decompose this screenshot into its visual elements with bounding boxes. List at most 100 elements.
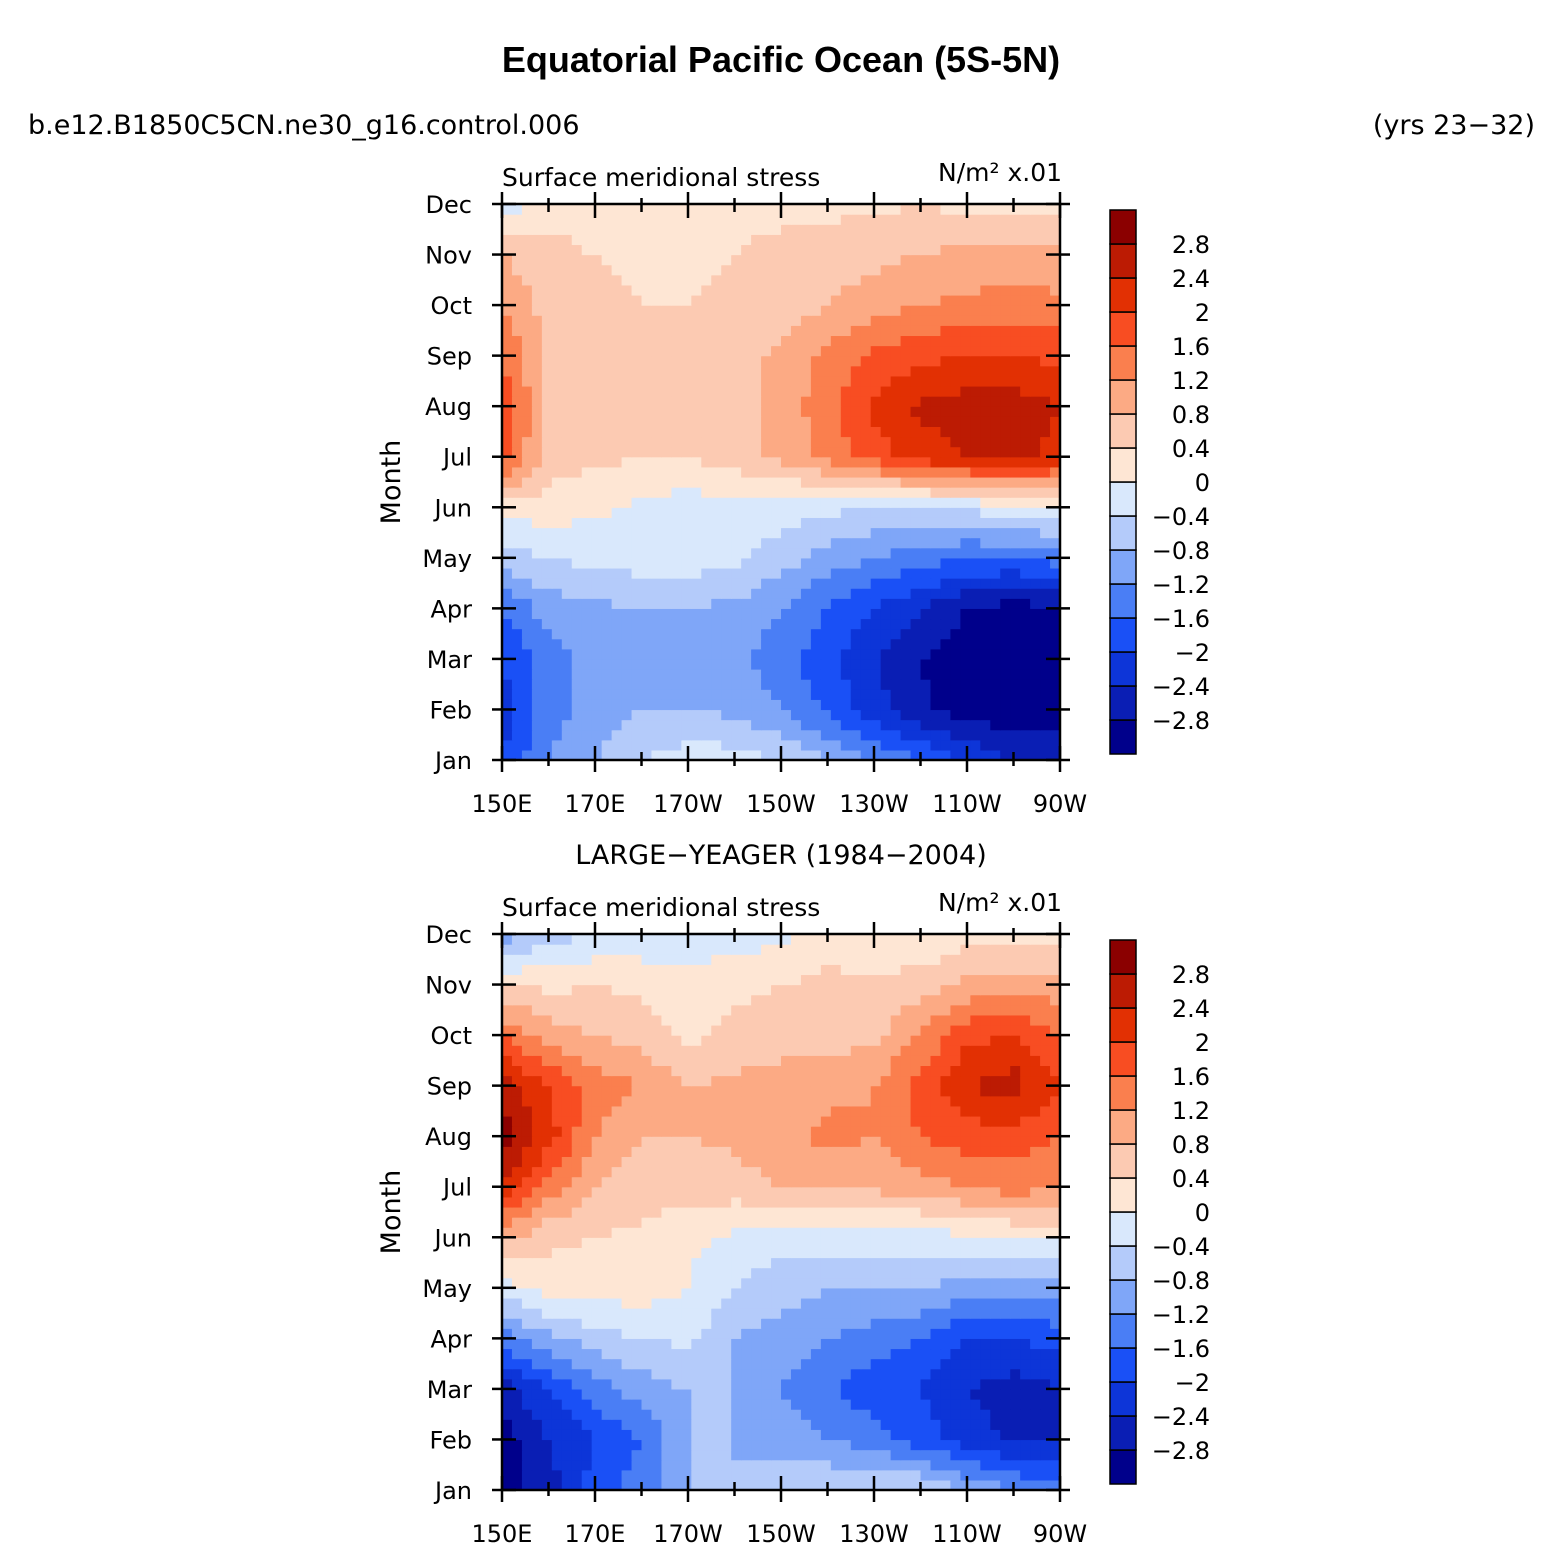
- contour-cell: [691, 547, 702, 559]
- contour-cell: [950, 284, 961, 296]
- contour-cell: [1030, 345, 1041, 357]
- contour-cell: [651, 618, 663, 630]
- contour-cell: [870, 476, 882, 488]
- contour-cell: [541, 214, 553, 225]
- contour-cell: [860, 1479, 872, 1490]
- contour-cell: [741, 1449, 752, 1461]
- contour-cell: [521, 315, 533, 326]
- contour-cell: [611, 608, 623, 620]
- contour-cell: [890, 244, 902, 256]
- contour-cell: [691, 1247, 702, 1259]
- contour-cell: [940, 1328, 951, 1339]
- contour-cell: [1030, 628, 1041, 640]
- contour-cell: [651, 557, 663, 569]
- contour-cell: [1010, 1206, 1021, 1218]
- contour-cell: [502, 1206, 513, 1218]
- contour-cell: [701, 679, 712, 690]
- contour-cell: [541, 476, 553, 488]
- contour-cell: [870, 204, 882, 215]
- contour-cell: [970, 1318, 981, 1329]
- colorbar-box: [1109, 345, 1137, 381]
- contour-cell: [571, 1237, 583, 1248]
- contour-cell: [960, 335, 971, 347]
- contour-cell: [970, 1419, 981, 1430]
- contour-cell: [860, 557, 872, 569]
- contour-cell: [681, 749, 692, 760]
- contour-cell: [810, 1257, 822, 1269]
- contour-cell: [581, 264, 593, 276]
- contour-cell: [830, 699, 842, 711]
- contour-cell: [990, 1358, 1001, 1370]
- contour-cell: [771, 1328, 782, 1339]
- contour-cell: [541, 517, 553, 529]
- contour-cell: [870, 527, 882, 539]
- colorbar-label: −1.2: [1152, 571, 1210, 599]
- contour-cell: [810, 1429, 822, 1441]
- contour-cell: [681, 1459, 692, 1471]
- contour-cell: [840, 436, 852, 448]
- contour-cell: [621, 547, 633, 559]
- contour-cell: [631, 578, 643, 589]
- contour-cell: [1000, 689, 1011, 700]
- contour-cell: [551, 1237, 563, 1248]
- contour-cell: [1020, 1429, 1031, 1441]
- contour-cell: [671, 598, 682, 609]
- contour-cell: [1030, 517, 1041, 529]
- contour-cell: [920, 638, 932, 650]
- contour-cell: [860, 1257, 872, 1269]
- contour-cell: [840, 578, 852, 589]
- contour-cell: [781, 375, 792, 387]
- contour-cell: [641, 1237, 653, 1248]
- contour-cell: [850, 507, 862, 518]
- contour-cell: [591, 739, 603, 751]
- contour-cell: [1040, 264, 1051, 276]
- contour-cell: [721, 1419, 732, 1430]
- contour-cell: [541, 234, 553, 246]
- contour-cell: [970, 628, 981, 640]
- contour-cell: [1040, 537, 1051, 549]
- contour-cell: [830, 1439, 842, 1451]
- contour-cell: [621, 365, 633, 377]
- contour-cell: [860, 729, 872, 741]
- contour-cell: [980, 466, 991, 478]
- contour-cell: [880, 1247, 892, 1259]
- contour-cell: [611, 315, 623, 326]
- contour-cell: [701, 1186, 712, 1198]
- contour-cell: [511, 1328, 523, 1339]
- contour-cell: [761, 305, 772, 316]
- contour-cell: [781, 1459, 792, 1471]
- contour-cell: [920, 375, 932, 387]
- contour-cell: [521, 1196, 533, 1208]
- contour-cell: [671, 517, 682, 529]
- contour-cell: [771, 679, 782, 690]
- contour-cell: [521, 618, 533, 630]
- contour-cell: [761, 1297, 772, 1309]
- contour-cell: [920, 466, 932, 478]
- contour-cell: [800, 284, 812, 296]
- contour-cell: [521, 1247, 533, 1259]
- contour-cell: [541, 1388, 553, 1400]
- contour-cell: [850, 1217, 862, 1228]
- contour-cell: [950, 1348, 961, 1360]
- contour-cell: [641, 1308, 653, 1319]
- contour-cell: [551, 1247, 563, 1259]
- contour-cell: [870, 618, 882, 630]
- contour-cell: [1040, 1419, 1051, 1430]
- contour-cell: [860, 416, 872, 427]
- contour-cell: [591, 1388, 603, 1400]
- contour-cell: [1030, 355, 1041, 367]
- contour-cell: [800, 628, 812, 640]
- contour-cell: [581, 325, 593, 337]
- contour-cell: [850, 365, 862, 377]
- contour-cell: [930, 578, 942, 589]
- contour-cell: [591, 1277, 603, 1289]
- contour-cell: [910, 1348, 922, 1360]
- contour-cell: [531, 1267, 543, 1279]
- contour-cell: [790, 335, 802, 347]
- contour-cell: [611, 214, 623, 225]
- contour-cell: [1030, 365, 1041, 377]
- contour-cell: [820, 507, 832, 518]
- contour-cell: [591, 436, 603, 448]
- contour-cell: [810, 1368, 822, 1380]
- contour-cell: [531, 648, 543, 660]
